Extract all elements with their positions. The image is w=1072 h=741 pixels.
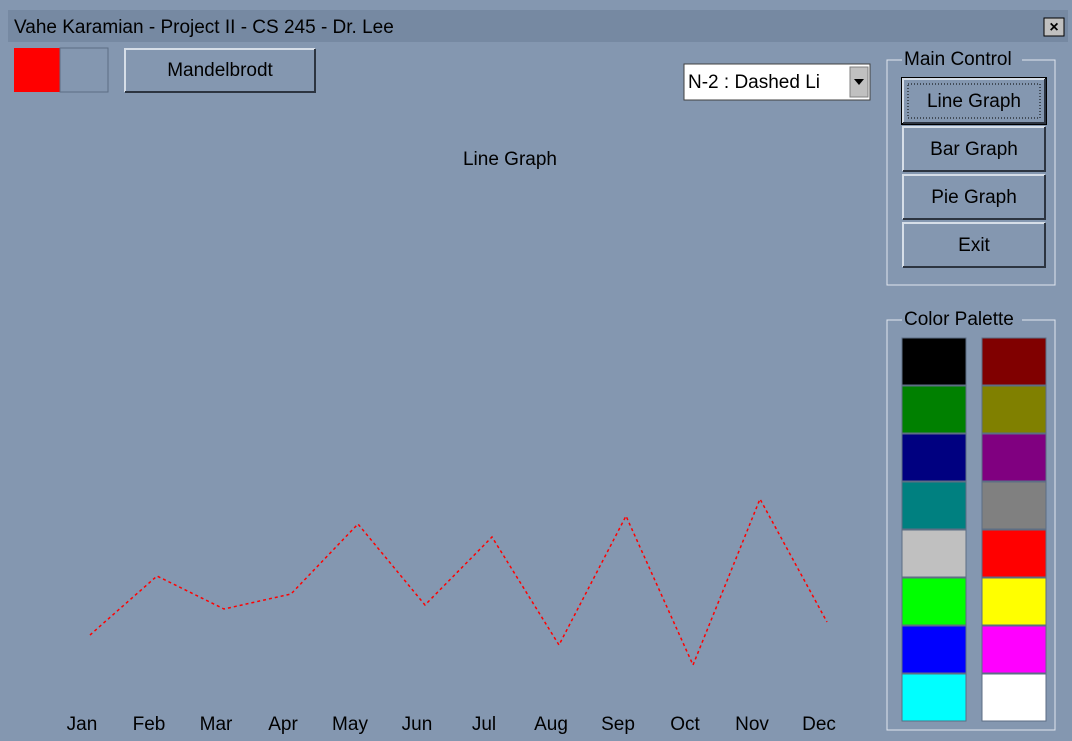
group-title-bg — [902, 310, 1022, 330]
button-shadow[interactable] — [125, 49, 316, 93]
x-tick-label: Feb — [133, 714, 166, 735]
x-tick-label: Apr — [268, 714, 298, 735]
chart-title: Line Graph — [463, 149, 557, 170]
title-bar — [8, 10, 1068, 42]
window-title: Vahe Karamian - Project II - CS 245 - Dr… — [14, 17, 394, 38]
button-face[interactable] — [124, 48, 316, 93]
palette-swatch[interactable] — [901, 577, 967, 626]
palette-swatch[interactable] — [981, 385, 1047, 434]
x-tick-label: Jan — [67, 714, 98, 735]
palette-swatch[interactable] — [901, 625, 967, 674]
button-highlight[interactable] — [902, 222, 1045, 267]
data-line — [89, 497, 828, 667]
mandelbrodt-button-label[interactable]: Mandelbrodt — [167, 60, 273, 81]
button-highlight[interactable] — [124, 48, 315, 92]
main-control-button-label[interactable]: Bar Graph — [930, 139, 1018, 160]
color-slot — [59, 47, 109, 93]
button-highlight[interactable] — [902, 174, 1045, 219]
palette-swatch[interactable] — [981, 625, 1047, 674]
current-color — [14, 48, 60, 92]
button-shadow[interactable] — [903, 127, 1046, 172]
main-control-button-label[interactable]: Pie Graph — [931, 187, 1017, 208]
palette-swatch[interactable] — [901, 433, 967, 482]
x-tick-label: Nov — [735, 714, 769, 735]
close-button[interactable] — [1043, 17, 1065, 37]
palette-swatch[interactable] — [901, 337, 967, 386]
palette-swatch[interactable] — [901, 385, 967, 434]
button-shadow[interactable] — [903, 79, 1046, 124]
main-control-title: Main Control — [904, 49, 1012, 70]
button-face[interactable] — [902, 174, 1046, 220]
x-tick-label: Aug — [534, 714, 568, 735]
palette-swatch[interactable] — [981, 337, 1047, 386]
palette-swatch[interactable] — [981, 433, 1047, 482]
x-tick-label: Jun — [402, 714, 433, 735]
x-tick-label: Jul — [472, 714, 496, 735]
palette-swatch[interactable] — [901, 481, 967, 530]
main-control-button-label[interactable]: Exit — [958, 235, 990, 256]
button-face[interactable] — [902, 126, 1046, 172]
button-highlight[interactable] — [902, 126, 1045, 171]
palette-swatch[interactable] — [981, 529, 1047, 578]
palette-swatch[interactable] — [901, 529, 967, 578]
dropdown-value[interactable]: N-2 : Dashed Li — [688, 72, 820, 93]
x-tick-label: Sep — [601, 714, 635, 735]
palette-swatch[interactable] — [981, 673, 1047, 722]
palette-swatch[interactable] — [981, 577, 1047, 626]
focus-rect[interactable] — [907, 83, 1041, 119]
x-tick-label: May — [332, 714, 368, 735]
palette-swatch[interactable] — [901, 673, 967, 722]
close-icon[interactable]: × — [1049, 19, 1058, 36]
palette-swatch[interactable] — [981, 481, 1047, 530]
x-tick-label: Mar — [200, 714, 233, 735]
button-shadow[interactable] — [903, 223, 1046, 268]
dropdown[interactable] — [683, 63, 871, 101]
x-tick-label: Dec — [802, 714, 836, 735]
main-control-button-label[interactable]: Line Graph — [927, 91, 1021, 112]
dropdown-arrow[interactable] — [854, 79, 864, 85]
button-shadow[interactable] — [903, 175, 1046, 220]
color-palette-title: Color Palette — [904, 309, 1014, 330]
button-face[interactable] — [902, 222, 1046, 268]
button-highlight[interactable] — [902, 78, 1045, 123]
group-title-bg — [902, 50, 1022, 70]
x-tick-label: Oct — [670, 714, 700, 735]
